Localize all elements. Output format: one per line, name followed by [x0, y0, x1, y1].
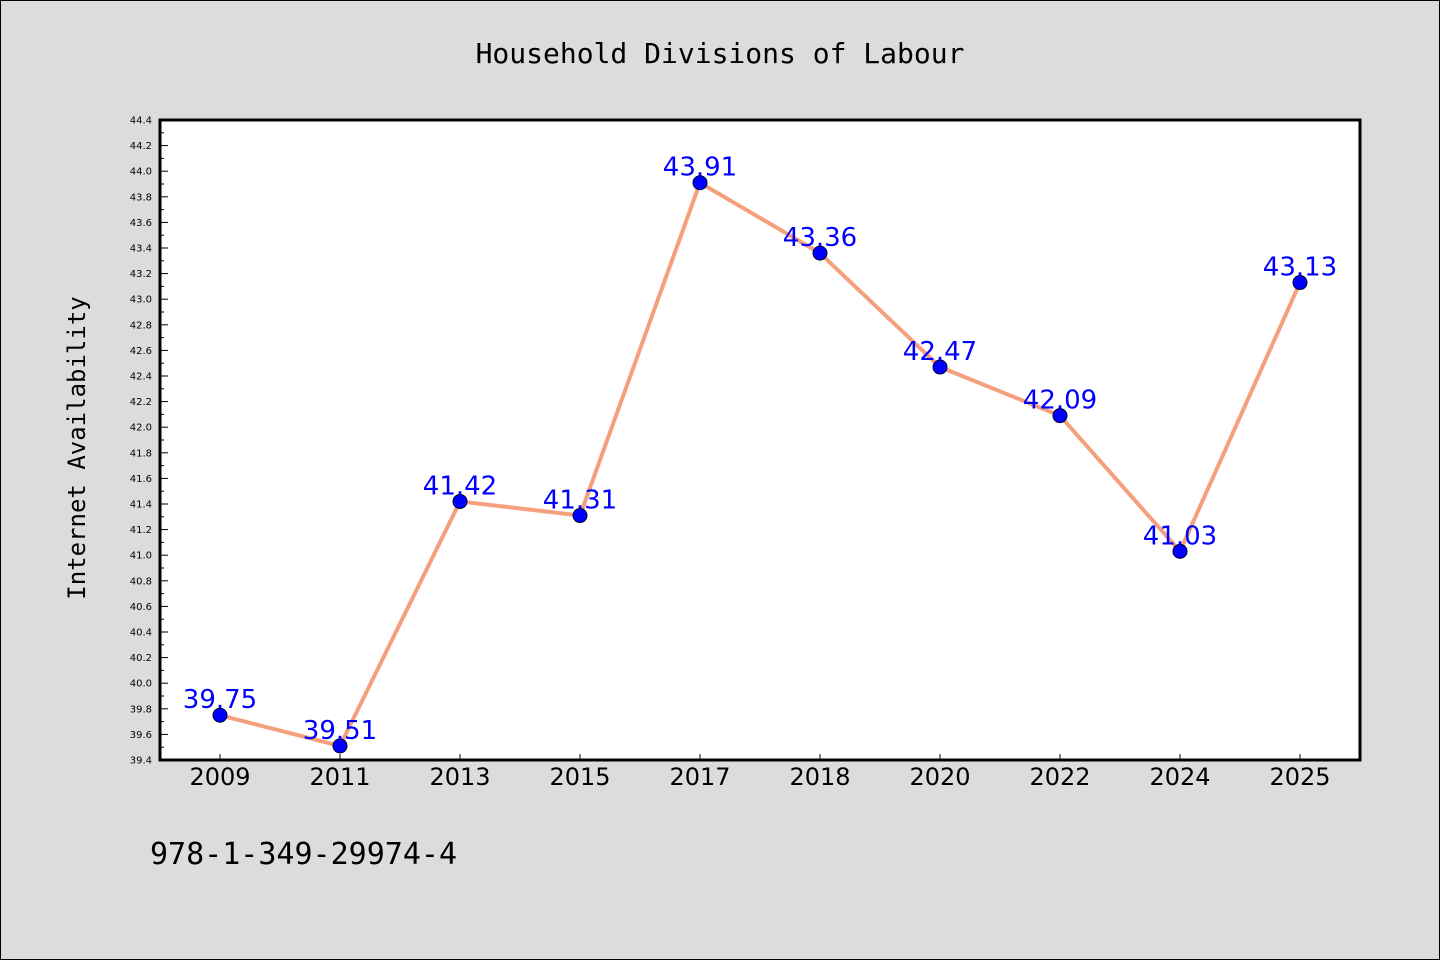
data-label: 41.03: [1143, 521, 1217, 551]
x-tick-label: 2025: [1269, 763, 1330, 791]
x-tick-label: 2018: [789, 763, 850, 791]
y-tick-label: 39.4: [130, 756, 152, 767]
x-tick-label: 2020: [909, 763, 970, 791]
data-label: 43.13: [1263, 253, 1337, 283]
data-point: [212, 707, 228, 723]
data-label: 39.51: [303, 716, 377, 746]
x-tick-label: 2011: [309, 763, 370, 791]
plot-area: [160, 120, 1360, 760]
y-tick-label: 40.0: [130, 679, 152, 690]
y-tick-label: 39.6: [130, 730, 152, 741]
y-tick-label: 40.4: [130, 628, 152, 639]
y-axis-ticks: 39.4 39.6 39.8 40.0 40.2 40.4 40.6 40.8 41.0 41.2…: [130, 116, 168, 767]
data-point: [572, 508, 588, 524]
series-markers: [212, 175, 1308, 754]
x-tick-label: 2024: [1149, 763, 1210, 791]
x-tick-label: 2015: [549, 763, 610, 791]
x-tick-label: 2009: [189, 763, 250, 791]
x-axis-ticks: 2009 2011 2013 2015 2017 2018 2020 2022 2024 2025: [189, 754, 1331, 791]
y-tick-label: 43.4: [130, 244, 152, 255]
data-point: [452, 493, 468, 509]
data-label: 39.75: [183, 685, 257, 715]
x-tick-label: 2017: [669, 763, 730, 791]
data-label: 41.31: [543, 486, 617, 516]
data-label: 41.42: [423, 471, 497, 501]
y-tick-label: 40.6: [130, 602, 152, 613]
y-tick-label: 41.0: [130, 551, 152, 562]
y-tick-label: 42.8: [130, 320, 152, 331]
series-line-group: [219, 180, 1302, 748]
footer-identifier: 978-1-349-29974-4: [150, 837, 457, 872]
data-label: 43.91: [663, 153, 737, 183]
data-labels: 39.75 39.51 41.42 41.31 43.91 43.36 42.47 42.09…: [183, 153, 1337, 746]
data-point: [812, 245, 828, 261]
y-tick-label: 41.2: [130, 525, 152, 536]
y-tick-label: 44.2: [130, 141, 152, 152]
data-point: [1052, 408, 1068, 424]
y-tick-label: 42.2: [130, 397, 152, 408]
y-tick-label: 41.6: [130, 474, 152, 485]
data-label: 42.09: [1023, 386, 1097, 416]
data-point: [932, 359, 948, 375]
chart-title: Household Divisions of Labour: [476, 37, 965, 70]
x-tick-label: 2013: [429, 763, 490, 791]
data-label: 42.47: [903, 337, 977, 367]
data-point: [1292, 275, 1308, 291]
y-tick-label: 42.0: [130, 423, 152, 434]
plot-border: [158, 118, 1362, 762]
y-tick-label: 44.0: [130, 167, 152, 178]
y-tick-label: 43.2: [130, 269, 152, 280]
data-point: [332, 738, 348, 754]
y-tick-label: 43.8: [130, 192, 152, 203]
x-tick-label: 2022: [1029, 763, 1090, 791]
y-tick-label: 41.8: [130, 448, 152, 459]
data-label: 43.36: [783, 223, 857, 253]
y-tick-label: 42.6: [130, 346, 152, 357]
y-tick-label: 42.4: [130, 372, 152, 383]
y-tick-label: 43.6: [130, 218, 152, 229]
y-tick-label: 44.4: [130, 116, 152, 127]
series-line: [219, 180, 1302, 748]
y-tick-label: 43.0: [130, 295, 152, 306]
y-tick-label: 39.8: [130, 704, 152, 715]
y-axis-label: Internet Availability: [63, 296, 91, 599]
y-tick-label: 41.4: [130, 500, 152, 511]
data-point: [1172, 543, 1188, 559]
y-tick-label: 40.2: [130, 653, 152, 664]
y-tick-label: 40.8: [130, 576, 152, 587]
data-point: [692, 175, 708, 191]
